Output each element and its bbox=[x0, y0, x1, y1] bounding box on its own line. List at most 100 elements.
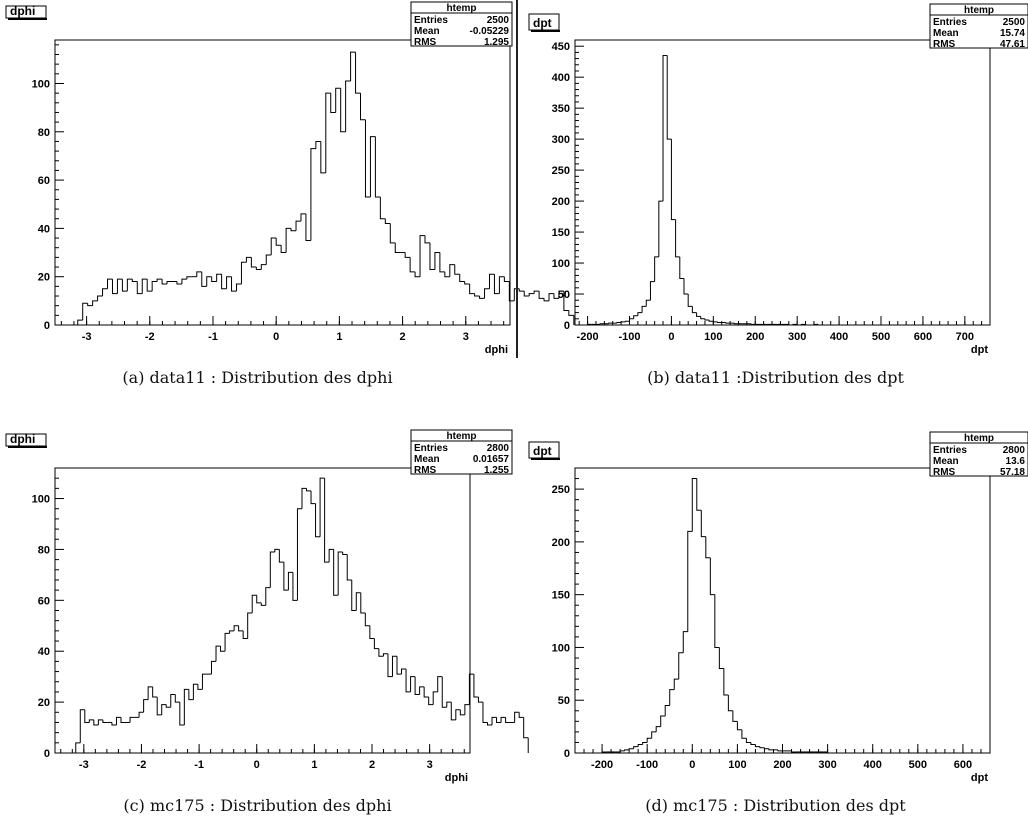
x-tick-label: 400 bbox=[830, 331, 848, 343]
y-tick-label: 200 bbox=[552, 537, 570, 549]
histogram-bin bbox=[633, 746, 639, 749]
histogram-bin bbox=[683, 278, 689, 295]
histogram-bin bbox=[464, 704, 470, 715]
histogram-bin bbox=[79, 709, 85, 743]
histogram-bin bbox=[624, 320, 630, 322]
histogram-bin bbox=[658, 200, 664, 257]
x-tick-label: -3 bbox=[82, 331, 92, 343]
histogram-bin bbox=[768, 748, 774, 751]
histogram-bin bbox=[745, 738, 751, 743]
y-tick-label: 40 bbox=[38, 646, 50, 658]
histogram-bin bbox=[215, 645, 221, 662]
histogram-bin bbox=[455, 709, 461, 720]
histogram-bin bbox=[660, 715, 666, 727]
histogram-bin bbox=[649, 281, 655, 301]
histogram-bin bbox=[240, 261, 247, 284]
histogram-bin bbox=[503, 276, 510, 283]
histogram-bin bbox=[245, 256, 252, 263]
histogram-bin bbox=[428, 697, 434, 706]
histogram-bin bbox=[750, 742, 756, 746]
x-tick-label: 0 bbox=[254, 759, 260, 771]
histogram-bin bbox=[351, 579, 357, 611]
stats-value: 57.18 bbox=[1000, 467, 1025, 478]
x-tick-label: 400 bbox=[864, 759, 882, 771]
histogram-bin bbox=[196, 271, 202, 277]
histogram-bin bbox=[131, 279, 138, 283]
x-tick-label: -2 bbox=[145, 331, 155, 343]
histogram-bin bbox=[330, 93, 336, 113]
y-tick-label: 40 bbox=[38, 223, 50, 235]
x-tick-label: 2 bbox=[369, 759, 375, 771]
histogram-bin bbox=[231, 276, 237, 292]
histogram-bin bbox=[226, 276, 232, 289]
histogram-bin bbox=[369, 136, 376, 197]
histogram-bin bbox=[424, 235, 430, 244]
histogram-bin bbox=[441, 676, 447, 708]
histogram-bin bbox=[255, 267, 262, 270]
histogram-bin bbox=[251, 594, 257, 614]
histogram-bin bbox=[147, 686, 153, 700]
plot-frame bbox=[574, 39, 991, 326]
x-axis-label: dpt bbox=[971, 344, 988, 356]
histogram-bin bbox=[120, 717, 126, 723]
histogram-bin bbox=[186, 276, 192, 280]
chart-title: dphi bbox=[10, 4, 35, 18]
histogram-bin bbox=[102, 288, 108, 297]
histogram-bin bbox=[161, 279, 168, 285]
histogram-bin bbox=[250, 257, 257, 268]
histogram-bin bbox=[84, 709, 90, 723]
histogram-bin bbox=[673, 678, 679, 690]
histogram-bin bbox=[290, 228, 297, 232]
histogram-bin bbox=[238, 625, 244, 632]
histogram-bin bbox=[310, 148, 316, 241]
x-tick-label: -2 bbox=[137, 759, 147, 771]
x-axis-label: dphi bbox=[485, 344, 508, 356]
histogram-bin bbox=[508, 281, 515, 302]
y-tick-label: 150 bbox=[552, 590, 570, 602]
histogram-bin bbox=[646, 737, 652, 743]
histogram-bin bbox=[305, 213, 311, 241]
histogram-bin bbox=[201, 673, 207, 690]
y-tick-label: 100 bbox=[32, 494, 50, 506]
x-tick-label: 600 bbox=[954, 759, 972, 771]
histogram-bin bbox=[342, 551, 348, 556]
stats-value: -0.05229 bbox=[470, 26, 510, 37]
histogram-bin bbox=[664, 705, 670, 717]
y-tick-label: 20 bbox=[38, 272, 50, 284]
histogram-bin bbox=[543, 298, 550, 302]
histogram-bin bbox=[165, 704, 171, 708]
histogram-bin bbox=[210, 660, 217, 675]
histogram-bin bbox=[468, 673, 474, 705]
histogram-bin bbox=[374, 136, 381, 198]
histogram-bin bbox=[315, 503, 321, 538]
histogram-bin bbox=[143, 699, 149, 713]
histogram-bin bbox=[92, 300, 98, 306]
histogram-bin bbox=[477, 697, 483, 703]
stats-name: htemp bbox=[964, 433, 994, 444]
histogram-bin bbox=[733, 323, 739, 325]
stats-key: Mean bbox=[933, 456, 959, 467]
stats-key: RMS bbox=[933, 467, 956, 478]
histogram-bin bbox=[345, 80, 351, 132]
stats-value: 1.295 bbox=[484, 37, 509, 48]
histogram-bin bbox=[669, 689, 675, 706]
y-tick-label: 20 bbox=[38, 697, 50, 709]
y-tick-label: 100 bbox=[32, 78, 50, 90]
x-tick-label: 3 bbox=[463, 331, 469, 343]
stats-key: Entries bbox=[933, 17, 967, 28]
histogram-bin bbox=[233, 625, 239, 631]
stats-box bbox=[410, 1, 513, 47]
histogram-bin bbox=[704, 318, 710, 321]
histogram-bin bbox=[482, 702, 488, 723]
y-tick-label: 0 bbox=[564, 748, 570, 760]
histogram-bin bbox=[464, 281, 470, 285]
histogram-bin bbox=[505, 717, 511, 723]
histogram-bin bbox=[493, 274, 500, 295]
histogram-bin bbox=[691, 478, 697, 532]
panel-divider bbox=[516, 0, 518, 358]
histogram-bin bbox=[670, 139, 676, 221]
histogram-bin bbox=[777, 749, 783, 752]
histogram-bin bbox=[488, 273, 495, 289]
histogram-bin bbox=[723, 668, 729, 696]
histogram-bin bbox=[378, 648, 384, 657]
